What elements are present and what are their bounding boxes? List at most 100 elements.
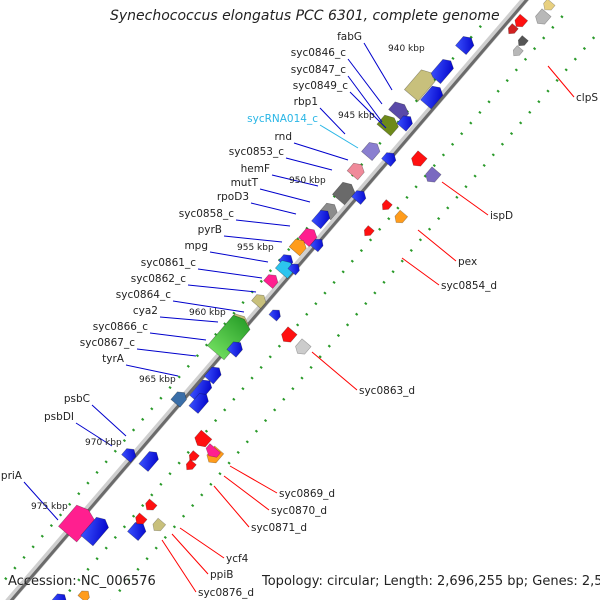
leader-line-syc0866_c <box>149 332 207 341</box>
gene-label-syc0862_c[interactable]: syc0862_c <box>131 273 186 285</box>
gene-label-syc0866_c[interactable]: syc0866_c <box>93 321 148 333</box>
gene-label-syc0861_c[interactable]: syc0861_c <box>141 257 196 269</box>
forward-gene-arrow-33[interactable] <box>80 514 111 547</box>
forward-gene-arrow-14[interactable] <box>298 225 319 248</box>
gene-label-pyrB[interactable]: pyrB <box>198 224 222 236</box>
reverse-gene-arrow-12[interactable] <box>293 338 312 357</box>
forward-gene-arrow-10[interactable] <box>331 179 357 206</box>
forward-strand-genes <box>50 33 476 600</box>
reverse-gene-arrow-2[interactable] <box>541 0 556 13</box>
leader-line-syc0869_d <box>229 465 278 494</box>
reverse-gene-arrow-13[interactable] <box>192 429 213 450</box>
forward-gene-arrow-2[interactable] <box>403 67 437 102</box>
gene-label-syc0867_c[interactable]: syc0867_c <box>80 337 135 349</box>
gene-label-rbp1[interactable]: rbp1 <box>294 96 318 108</box>
gene-label-syc0876_d[interactable]: syc0876_d <box>198 587 254 599</box>
reverse-gene-arrow-19[interactable] <box>133 512 148 527</box>
forward-gene-arrow-24[interactable] <box>206 312 252 361</box>
forward-gene-arrow-19[interactable] <box>263 272 281 289</box>
gene-label-syc0846_c[interactable]: syc0846_c <box>291 47 346 59</box>
gene-label-syc0871_d[interactable]: syc0871_d <box>251 522 307 534</box>
gene-label-syc0853_c[interactable]: syc0853_c <box>229 146 284 158</box>
gene-label-syc0863_d[interactable]: syc0863_d <box>359 385 415 397</box>
leader-line-syc0876_d <box>161 539 197 593</box>
leader-line-syc0863_d <box>311 351 358 391</box>
gene-label-mpg[interactable]: mpg <box>184 240 208 252</box>
forward-gene-arrow-35[interactable] <box>50 591 69 600</box>
forward-gene-arrow-17[interactable] <box>309 236 325 253</box>
gene-label-fabG[interactable]: fabG <box>337 31 362 43</box>
reverse-gene-arrow-0[interactable] <box>512 13 529 30</box>
gene-label-cya2[interactable]: cya2 <box>133 305 158 317</box>
gene-label-sycRNA014_c[interactable]: sycRNA014_c <box>247 113 318 125</box>
gene-label-tyrA[interactable]: tyrA <box>102 353 125 365</box>
gene-label-psbC[interactable]: psbC <box>64 393 90 405</box>
reverse-gene-arrow-10[interactable] <box>362 225 375 239</box>
reverse-gene-arrow-4[interactable] <box>516 35 529 49</box>
forward-gene-arrow-20[interactable] <box>287 261 302 276</box>
gene-label-psbDI[interactable]: psbDI <box>44 411 74 423</box>
leader-line-mpg <box>209 251 269 263</box>
gene-label-syc0854_d[interactable]: syc0854_d <box>441 280 497 292</box>
gene-label-syc0869_d[interactable]: syc0869_d <box>279 488 335 500</box>
forward-gene-arrow-22[interactable] <box>268 307 283 322</box>
leader-line-fabG <box>363 42 393 91</box>
leader-line-ppiB <box>171 533 209 575</box>
gene-label-clpS[interactable]: clpS <box>576 92 598 104</box>
forward-gene-arrow-13[interactable] <box>311 207 333 230</box>
forward-gene-arrow-29[interactable] <box>188 391 211 414</box>
reverse-gene-arrow-3[interactable] <box>506 23 519 37</box>
forward-gene-arrow-30[interactable] <box>121 446 139 463</box>
forward-gene-arrow-26[interactable] <box>203 364 224 385</box>
leader-line-psbC <box>91 404 127 437</box>
forward-gene-arrow-31[interactable] <box>138 449 161 472</box>
forward-gene-arrow-21[interactable] <box>251 292 269 309</box>
forward-gene-arrow-12[interactable] <box>351 188 369 205</box>
reverse-gene-arrow-16[interactable] <box>187 450 200 464</box>
reverse-gene-arrow-9[interactable] <box>392 209 409 226</box>
reverse-gene-arrow-5[interactable] <box>511 45 524 59</box>
gene-label-syc0858_c[interactable]: syc0858_c <box>179 208 234 220</box>
reverse-gene-arrow-15[interactable] <box>203 443 221 461</box>
forward-gene-arrow-6[interactable] <box>396 113 415 132</box>
forward-gene-arrow-7[interactable] <box>361 139 382 162</box>
gene-label-hemF[interactable]: hemF <box>241 163 270 175</box>
gene-label-rpoD3[interactable]: rpoD3 <box>217 191 249 203</box>
leader-line-syc0862_c <box>187 284 257 293</box>
reverse-gene-arrow-20[interactable] <box>150 517 167 534</box>
forward-gene-arrow-32[interactable] <box>58 502 97 543</box>
reverse-gene-arrow-18[interactable] <box>143 498 158 513</box>
gene-label-syc0849_c[interactable]: syc0849_c <box>293 80 348 92</box>
reverse-gene-arrow-17[interactable] <box>184 459 197 473</box>
reverse-gene-arrow-8[interactable] <box>380 199 393 213</box>
forward-gene-arrow-3[interactable] <box>420 83 446 110</box>
forward-gene-arrow-9[interactable] <box>381 150 399 167</box>
gene-label-rnd[interactable]: rnd <box>275 131 292 143</box>
reverse-gene-arrow-6[interactable] <box>409 150 428 169</box>
forward-gene-arrow-25[interactable] <box>226 339 245 358</box>
gene-label-ycf4[interactable]: ycf4 <box>226 553 249 565</box>
forward-gene-arrow-8[interactable] <box>346 160 367 181</box>
reverse-gene-arrow-7[interactable] <box>423 166 442 185</box>
forward-gene-arrow-28[interactable] <box>170 389 189 408</box>
forward-gene-arrow-36[interactable] <box>77 588 92 600</box>
forward-gene-arrow-5[interactable] <box>376 112 401 137</box>
gene-label-syc0864_c[interactable]: syc0864_c <box>116 289 171 301</box>
gene-label-ispD[interactable]: ispD <box>490 210 513 222</box>
gene-label-mutT[interactable]: mutT <box>231 177 259 189</box>
leader-line-tyrA <box>125 364 179 377</box>
forward-gene-arrow-15[interactable] <box>288 236 309 257</box>
forward-gene-arrow-0[interactable] <box>455 33 476 56</box>
gene-label-pex[interactable]: pex <box>458 256 477 268</box>
reverse-gene-arrow-1[interactable] <box>533 8 552 27</box>
gene-label-ppiB[interactable]: ppiB <box>210 569 233 581</box>
gene-label-priA[interactable]: priA <box>1 470 23 482</box>
leader-line-mutT <box>259 188 311 203</box>
accession-text: Accession: NC_006576 <box>8 574 156 589</box>
forward-gene-arrow-1[interactable] <box>429 56 456 85</box>
gene-label-syc0870_d[interactable]: syc0870_d <box>271 505 327 517</box>
reverse-gene-arrow-11[interactable] <box>279 326 298 345</box>
forward-gene-arrow-34[interactable] <box>127 519 148 542</box>
genome-backbone-shadow <box>9 0 529 600</box>
gene-label-syc0847_c[interactable]: syc0847_c <box>291 64 346 76</box>
